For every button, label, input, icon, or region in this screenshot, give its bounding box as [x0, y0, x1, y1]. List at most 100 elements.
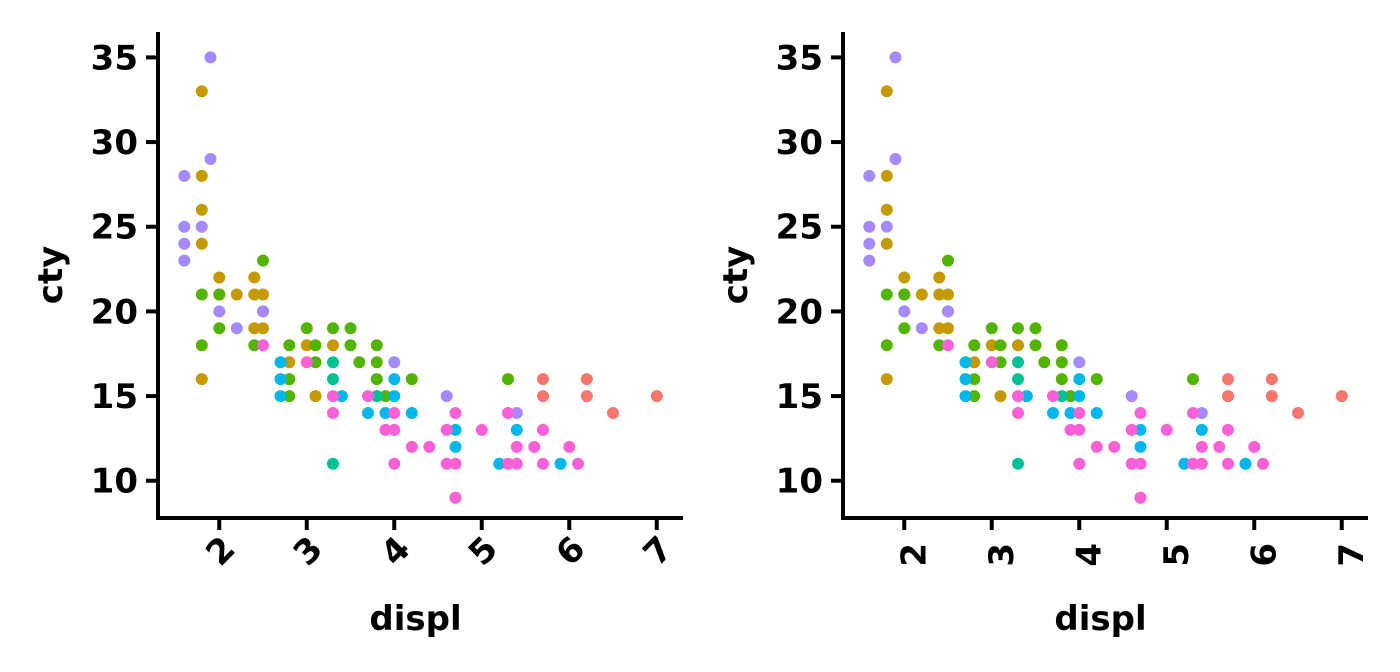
y-tick-label: 20: [776, 292, 823, 332]
data-point: [440, 457, 453, 470]
data-point: [449, 423, 462, 436]
data-point: [1073, 356, 1086, 369]
data-point: [1055, 390, 1068, 403]
data-point: [1029, 339, 1042, 352]
data-point: [502, 457, 514, 470]
data-point: [1012, 390, 1024, 403]
data-point: [335, 390, 348, 403]
x-tick-label: 2: [198, 529, 243, 574]
data-point: [1134, 407, 1147, 419]
data-point: [405, 407, 418, 419]
data-point: [915, 288, 928, 301]
data-point: [880, 339, 893, 352]
data-point: [405, 373, 418, 386]
data-point: [1222, 457, 1234, 470]
data-point: [1090, 373, 1103, 386]
data-point: [362, 390, 374, 403]
data-point: [502, 407, 514, 419]
data-point: [379, 407, 392, 419]
data-point: [213, 322, 226, 335]
data-point: [1195, 407, 1208, 419]
data-point: [195, 85, 208, 98]
data-point: [898, 271, 911, 284]
data-point: [300, 322, 313, 335]
data-point: [204, 51, 217, 64]
data-point: [230, 322, 243, 335]
data-point: [889, 153, 902, 165]
data-point: [968, 339, 981, 352]
data-point: [528, 440, 541, 453]
data-point: [388, 423, 401, 436]
data-point: [537, 390, 549, 403]
data-point: [353, 356, 366, 369]
data-point: [327, 457, 339, 470]
y-tick-label: 35: [91, 38, 138, 78]
data-point: [959, 373, 972, 386]
data-point: [959, 390, 972, 403]
data-point: [475, 423, 488, 436]
data-point: [985, 322, 998, 335]
data-point: [257, 339, 269, 352]
scatter-plot-left: 10 15 20 25 30 35 2 3 4 5 6 7 displ cty: [31, 32, 683, 639]
data-point: [915, 322, 928, 335]
data-point: [580, 390, 593, 403]
data-point: [213, 271, 226, 284]
data-point: [1213, 440, 1226, 453]
data-point: [213, 305, 226, 318]
data-point: [370, 356, 383, 369]
y-tick-label: 10: [91, 462, 138, 502]
data-point: [257, 288, 269, 301]
data-point: [257, 254, 269, 267]
x-tick-label: 7: [636, 529, 681, 574]
data-point: [863, 254, 876, 267]
data-point: [1248, 440, 1261, 453]
data-point: [309, 356, 322, 369]
data-point: [248, 271, 261, 284]
data-point: [1187, 407, 1199, 419]
data-point: [985, 339, 998, 352]
data-point: [510, 457, 523, 470]
data-point: [1239, 457, 1252, 470]
data-point: [1012, 322, 1024, 335]
data-point: [213, 288, 226, 301]
data-point: [898, 288, 911, 301]
scatter-panel-right: 10 15 20 25 30 35 2 3 4 5 6 7 displ cty: [685, 0, 1385, 672]
data-point: [300, 339, 313, 352]
data-point: [248, 339, 261, 352]
data-point: [968, 373, 981, 386]
data-point: [283, 339, 296, 352]
data-point: [650, 390, 663, 403]
data-point: [388, 356, 401, 369]
x-tick-label: 6: [548, 529, 593, 574]
data-point: [1134, 440, 1147, 453]
data-point: [178, 254, 191, 267]
data-point: [1160, 423, 1173, 436]
data-point: [580, 373, 593, 386]
y-tick-label: 30: [91, 123, 138, 163]
data-point: [1222, 423, 1234, 436]
data-point: [248, 322, 261, 335]
x-tick-label: 3: [286, 529, 331, 574]
data-point: [1187, 373, 1199, 386]
data-point: [880, 203, 893, 216]
x-tick-label: 7: [1332, 543, 1372, 567]
data-point: [178, 237, 191, 250]
data-point: [493, 457, 506, 470]
data-point: [863, 220, 876, 233]
data-point: [994, 390, 1007, 403]
data-point: [1012, 373, 1024, 386]
data-point: [880, 169, 893, 182]
data-point: [510, 407, 523, 419]
data-point: [440, 423, 453, 436]
data-point: [1265, 373, 1278, 386]
data-point: [379, 390, 392, 403]
data-point: [994, 356, 1007, 369]
data-point: [449, 440, 462, 453]
data-point: [248, 288, 261, 301]
x-tick-label: 5: [461, 529, 506, 574]
data-point: [449, 407, 462, 419]
data-point: [933, 322, 946, 335]
y-tick-label: 15: [91, 377, 138, 417]
data-point: [607, 407, 619, 419]
data-point: [985, 356, 998, 369]
